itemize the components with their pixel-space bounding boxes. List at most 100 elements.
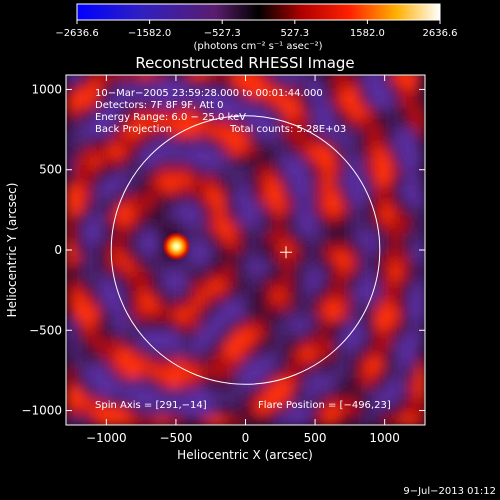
heatmap-cell <box>116 75 126 80</box>
heatmap-cell <box>258 174 268 186</box>
heatmap-cell <box>149 415 159 425</box>
heatmap-cell <box>141 184 151 195</box>
heatmap-cell <box>283 155 293 166</box>
heatmap-cell <box>283 97 293 109</box>
heatmap-cell <box>283 232 293 243</box>
heatmap-cell <box>224 241 234 253</box>
heatmap-cell <box>82 164 93 176</box>
heatmap-cell <box>299 184 310 195</box>
heatmap-cell <box>82 155 93 166</box>
heatmap-cell <box>299 155 310 166</box>
heatmap-cell <box>174 203 184 215</box>
heatmap-cell <box>199 126 209 138</box>
heatmap-cell <box>107 415 118 425</box>
heatmap-cell <box>358 270 368 282</box>
heatmap-cell <box>74 203 84 215</box>
heatmap-cell <box>349 357 360 369</box>
heatmap-cell <box>182 87 193 99</box>
heatmap-cell <box>182 75 193 80</box>
heatmap-cell <box>132 78 143 89</box>
heatmap-cell <box>116 328 126 340</box>
heatmap-cell <box>149 396 159 407</box>
heatmap-cell <box>141 174 151 186</box>
heatmap-cell <box>291 126 301 138</box>
heatmap-cell <box>157 290 168 301</box>
heatmap-cell <box>408 367 418 378</box>
heatmap-cell <box>174 193 184 205</box>
heatmap-cell <box>249 193 260 205</box>
heatmap-cell <box>141 213 151 224</box>
heatmap-cell <box>157 270 168 282</box>
heatmap-cell <box>157 299 168 311</box>
heatmap-cell <box>91 251 101 263</box>
heatmap-cell <box>358 78 368 89</box>
heatmap-cell <box>349 155 360 166</box>
heatmap-cell <box>91 319 101 330</box>
heatmap-cell <box>66 155 76 166</box>
heatmap-cell <box>283 164 293 176</box>
heatmap-cell <box>74 222 84 234</box>
heatmap-cell <box>124 75 134 80</box>
heatmap-cell <box>124 338 134 349</box>
heatmap-cell <box>258 126 268 138</box>
heatmap-cell <box>174 145 184 157</box>
heatmap-cell <box>316 241 326 253</box>
heatmap-cell <box>91 405 101 417</box>
heatmap-cell <box>299 309 310 321</box>
heatmap-cell <box>333 155 343 166</box>
heatmap-cell <box>99 87 109 99</box>
heatmap-cell <box>216 87 226 99</box>
heatmap-cell <box>99 241 109 253</box>
heatmap-cell <box>124 193 134 205</box>
heatmap-cell <box>374 145 385 157</box>
heatmap-cell <box>141 357 151 369</box>
heatmap-cell <box>174 136 184 147</box>
heatmap-cell <box>216 155 226 166</box>
heatmap-cell <box>82 357 93 369</box>
heatmap-cell <box>274 213 285 224</box>
heatmap-cell <box>166 116 176 128</box>
heatmap-cell <box>374 270 385 282</box>
heatmap-cell <box>166 203 176 215</box>
heatmap-cell <box>224 203 234 215</box>
heatmap-cell <box>299 270 310 282</box>
heatmap-cell <box>324 396 335 407</box>
heatmap-cell <box>416 203 425 215</box>
heatmap-cell <box>333 261 343 272</box>
heatmap-cell <box>207 261 218 272</box>
heatmap-cell <box>141 386 151 398</box>
heatmap-cell <box>416 174 425 186</box>
heatmap-cell <box>283 376 293 388</box>
heatmap-cell <box>141 319 151 330</box>
heatmap-cell <box>157 319 168 330</box>
heatmap-cell <box>358 357 368 369</box>
heatmap-cell <box>383 184 393 195</box>
heatmap-cell <box>408 213 418 224</box>
heatmap-cell <box>66 78 76 89</box>
heatmap-cell <box>132 290 143 301</box>
heatmap-cell <box>316 136 326 147</box>
heatmap-cell <box>374 116 385 128</box>
heatmap-cell <box>316 386 326 398</box>
heatmap-cell <box>341 299 351 311</box>
heatmap-cell <box>182 396 193 407</box>
heatmap-cell <box>374 75 385 80</box>
heatmap-cell <box>249 107 260 118</box>
heatmap-cell <box>249 319 260 330</box>
heatmap-cell <box>207 164 218 176</box>
heatmap-cell <box>408 270 418 282</box>
heatmap-cell <box>66 405 76 417</box>
heatmap-cell <box>132 145 143 157</box>
heatmap-cell <box>224 386 234 398</box>
heatmap-cell <box>82 241 93 253</box>
heatmap-cell <box>241 203 251 215</box>
heatmap-cell <box>416 184 425 195</box>
heatmap-cell <box>308 232 318 243</box>
heatmap-cell <box>374 126 385 138</box>
heatmap-cell <box>391 213 401 224</box>
heatmap-cell <box>358 193 368 205</box>
heatmap-cell <box>416 213 425 224</box>
heatmap-cell <box>308 155 318 166</box>
heatmap-cell <box>157 193 168 205</box>
heatmap-cell <box>416 396 425 407</box>
